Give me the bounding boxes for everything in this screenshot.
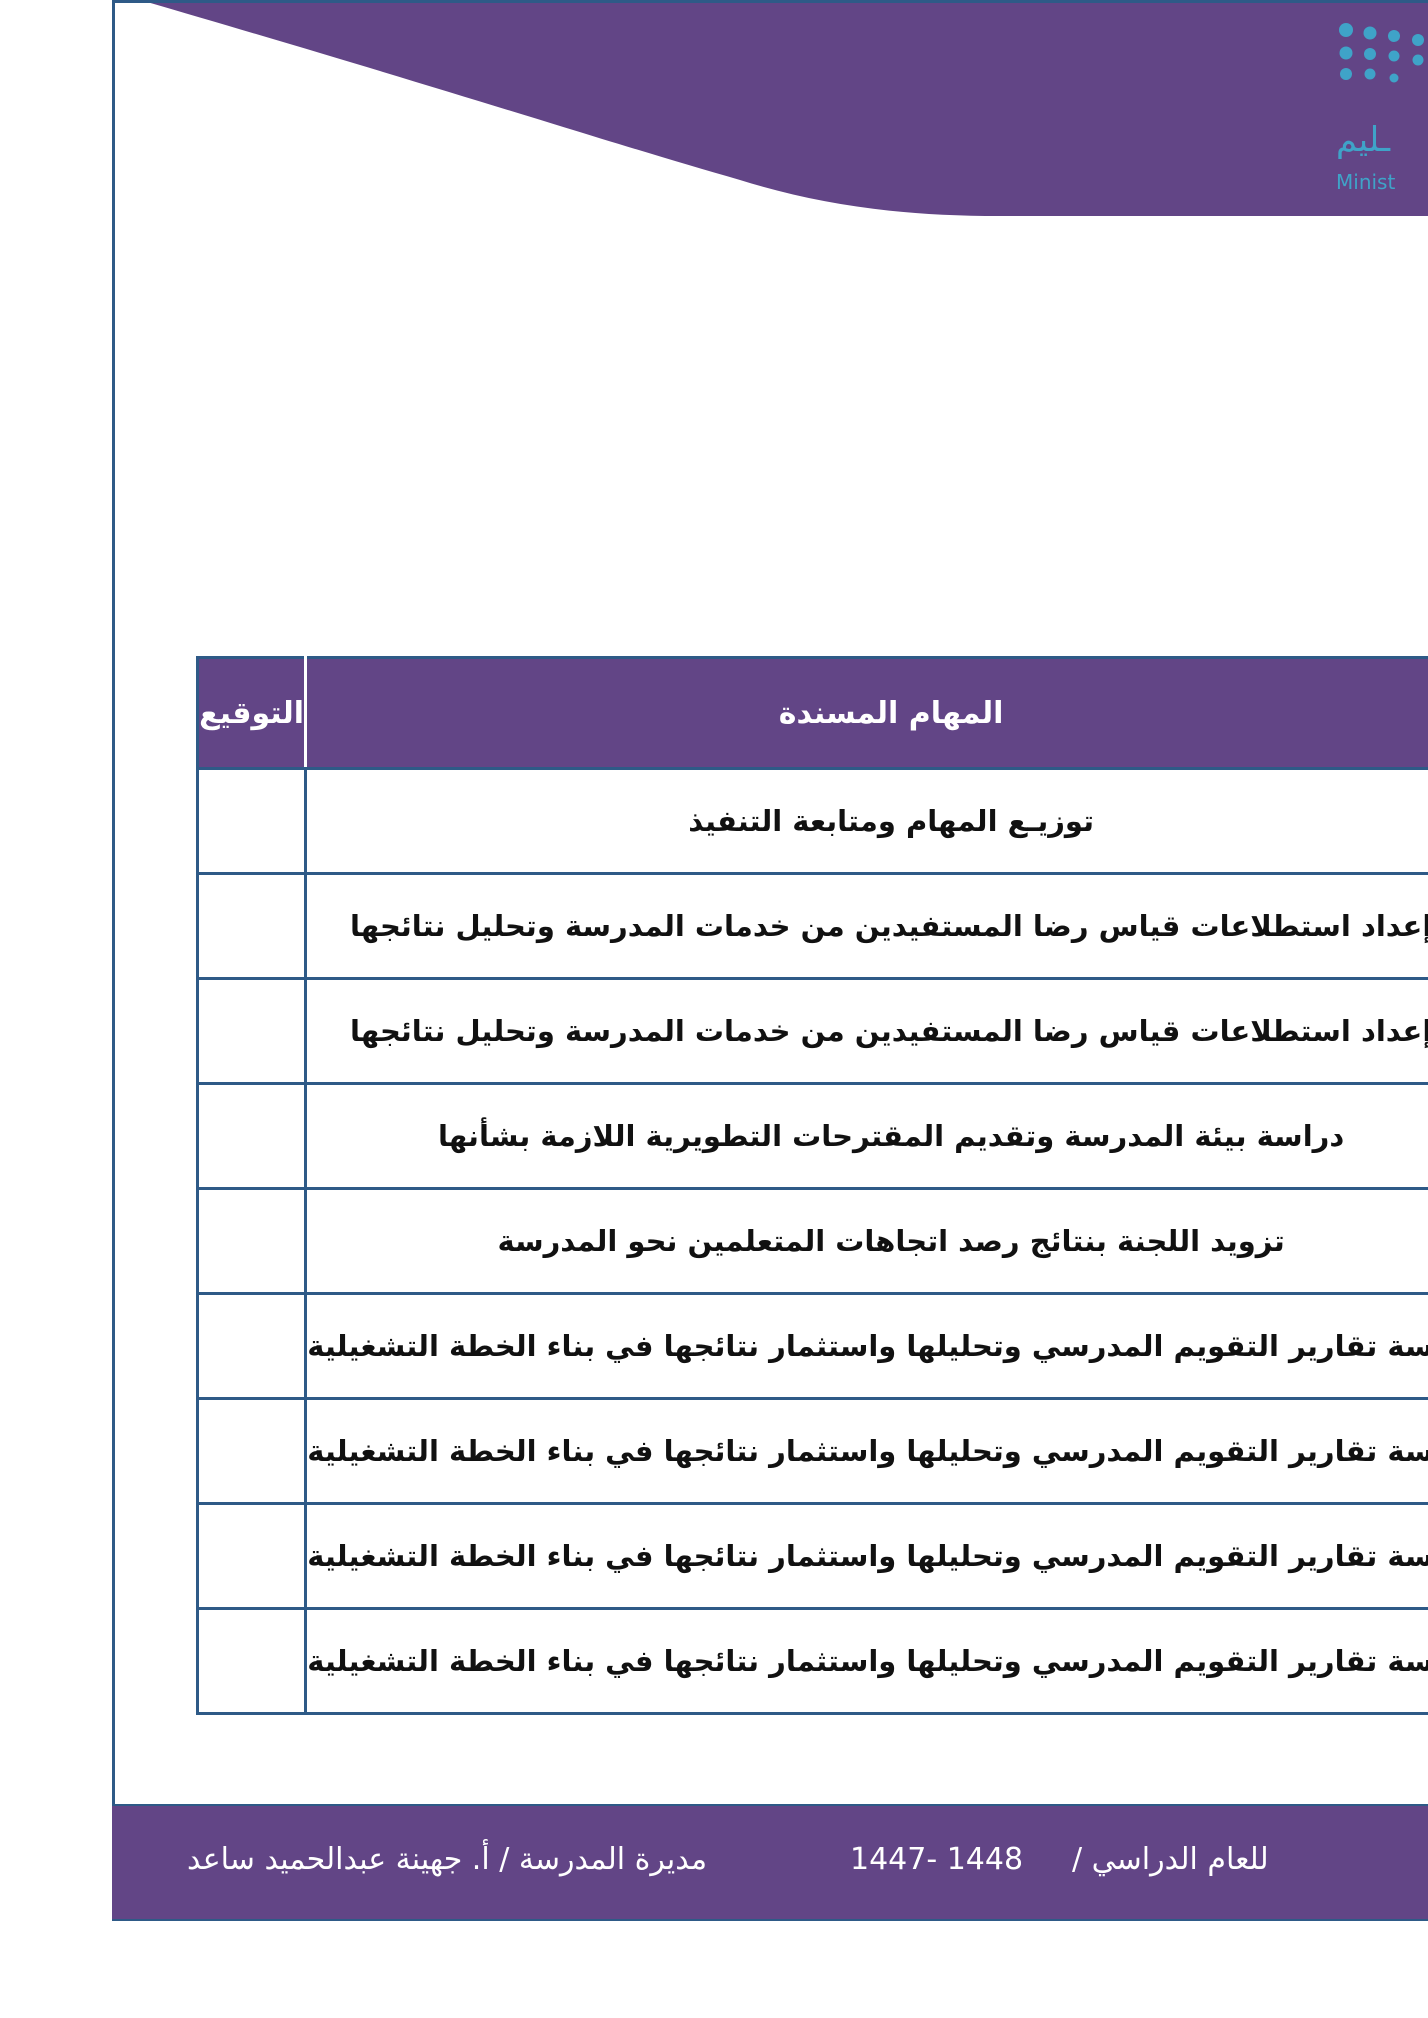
signature-cell[interactable] [195,767,308,875]
task-cell: دراسة تقارير التقويم المدرسي وتحليلها وا… [304,1502,1428,1610]
task-cell: إعداد استطلاعات قياس رضا المستفيدين من خ… [304,977,1428,1085]
logo-text-en: Minist [1336,170,1396,194]
task-cell: تزويد اللجنة بنتائج رصد اتجاهات المتعلمي… [304,1187,1428,1295]
tasks-table: التوقيع المهام المسندة توزيـع المهام ومت… [195,656,1428,1715]
signature-cell[interactable] [195,977,308,1085]
table-row: دراسة تقارير التقويم المدرسي وتحليلها وا… [195,1502,1428,1610]
column-header-signature: التوقيع [195,656,308,770]
table-header-row: التوقيع المهام المسندة [195,656,1428,770]
table-row: دراسة تقارير التقويم المدرسي وتحليلها وا… [195,1292,1428,1400]
logo-dots-icon [1339,23,1424,83]
signature-cell[interactable] [195,1607,308,1715]
task-cell: إعداد استطلاعات قياس رضا المستفيدين من خ… [304,872,1428,980]
signature-cell[interactable] [195,872,308,980]
table-row: دراسة بيئة المدرسة وتقديم المقترحات التط… [195,1082,1428,1190]
signature-cell[interactable] [195,1502,308,1610]
table-row: توزيـع المهام ومتابعة التنفيذ [195,767,1428,875]
task-cell: دراسة تقارير التقويم المدرسي وتحليلها وا… [304,1292,1428,1400]
signature-cell[interactable] [195,1397,308,1505]
table-row: تزويد اللجنة بنتائج رصد اتجاهات المتعلمي… [195,1187,1428,1295]
footer-principal: مديرة المدرسة / أ. جهينة عبدالحميد ساعد [187,1842,708,1877]
table-row: دراسة تقارير التقويم المدرسي وتحليلها وا… [195,1397,1428,1505]
task-cell: دراسة تقارير التقويم المدرسي وتحليلها وا… [304,1607,1428,1715]
table-row: دراسة تقارير التقويم المدرسي وتحليلها وا… [195,1607,1428,1715]
task-cell: دراسة تقارير التقويم المدرسي وتحليلها وا… [304,1397,1428,1505]
footer-year-label: للعام الدراسي / [1072,1842,1269,1877]
signature-cell[interactable] [195,1187,308,1295]
page-border-left [112,0,115,1918]
task-cell: دراسة بيئة المدرسة وتقديم المقترحات التط… [304,1082,1428,1190]
footer-year: 1447- 1448 [850,1842,1024,1877]
task-cell: توزيـع المهام ومتابعة التنفيذ [304,767,1428,875]
column-header-tasks: المهام المسندة [304,656,1428,770]
signature-cell[interactable] [195,1292,308,1400]
signature-cell[interactable] [195,1082,308,1190]
table-row: إعداد استطلاعات قياس رضا المستفيدين من خ… [195,977,1428,1085]
ministry-logo: ـليم Minist [1336,20,1428,200]
page-border-top [112,0,1428,3]
logo-text-ar: ـليم [1336,120,1391,160]
table-row: إعداد استطلاعات قياس رضا المستفيدين من خ… [195,872,1428,980]
footer-band: للعام الدراسي / 1447- 1448 مديرة المدرسة… [112,1804,1428,1921]
header-wave [140,0,1428,216]
